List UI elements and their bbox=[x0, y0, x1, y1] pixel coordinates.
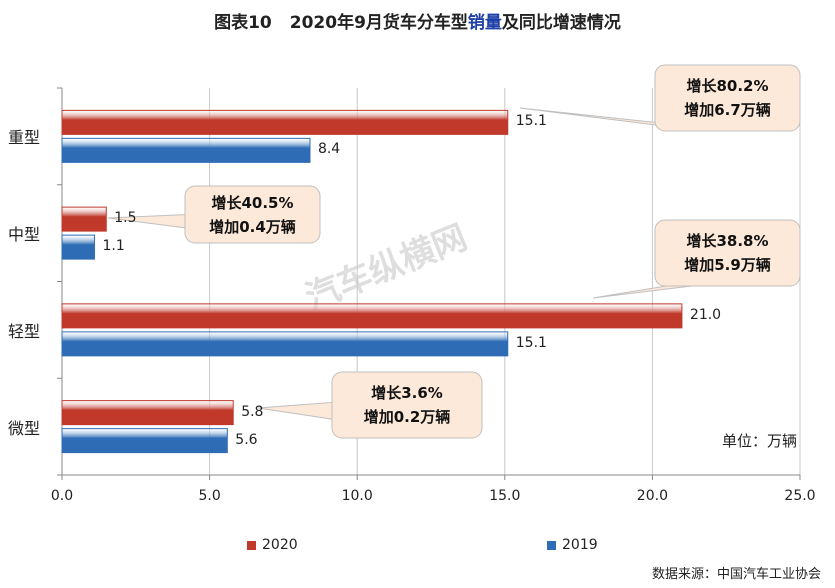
figure-number: 图表10 bbox=[214, 13, 272, 33]
bar-2020 bbox=[61, 109, 509, 135]
bar-2019 bbox=[61, 428, 228, 454]
category-label: 微型 bbox=[8, 418, 41, 438]
legend-item-2020: 2020 bbox=[247, 537, 298, 553]
source-note: 数据来源：中国汽车工业协会 bbox=[651, 567, 821, 582]
value-label-2019: 1.1 bbox=[102, 238, 125, 255]
callout-growth: 增长80.2% bbox=[686, 77, 769, 95]
callout-text: 增长40.5% 增加0.4万辆 bbox=[185, 191, 320, 239]
legend-label-2019: 2019 bbox=[562, 537, 598, 553]
x-tick-label: 10.0 bbox=[341, 488, 373, 504]
callout-increase: 增加6.7万辆 bbox=[684, 101, 771, 119]
callout-box bbox=[331, 371, 483, 439]
bar-2019 bbox=[61, 234, 95, 260]
callout-growth: 增长40.5% bbox=[211, 193, 294, 212]
legend-swatch-2020 bbox=[247, 540, 256, 550]
value-label-2020: 21.0 bbox=[689, 306, 722, 323]
bar-2019 bbox=[61, 137, 311, 163]
category-label: 轻型 bbox=[8, 321, 41, 341]
legend-swatch-2019 bbox=[547, 540, 556, 550]
callout-box bbox=[654, 64, 801, 132]
value-label-2020: 1.5 bbox=[114, 210, 137, 227]
title-part2: 及同比增速情况 bbox=[501, 13, 621, 33]
title-highlight: 销量 bbox=[467, 13, 502, 33]
title-part1: 2020年9月货车分车型 bbox=[289, 13, 468, 33]
callout-increase: 增加0.2万辆 bbox=[363, 408, 451, 426]
value-label-2019: 5.6 bbox=[235, 431, 258, 448]
legend-item-2019: 2019 bbox=[547, 537, 598, 553]
x-tick-label: 25.0 bbox=[784, 488, 816, 504]
callout-text: 增长38.8% 增加5.9万辆 bbox=[655, 229, 800, 277]
value-label-2019: 15.1 bbox=[515, 334, 547, 351]
value-label-2020: 5.8 bbox=[241, 403, 264, 420]
callout-box bbox=[654, 219, 801, 287]
value-label-2019: 8.4 bbox=[317, 141, 341, 158]
bar-2019 bbox=[61, 331, 509, 357]
legend-label-2020: 2020 bbox=[262, 537, 298, 553]
chart-title: 图表10 2020年9月货车分车型销量及同比增速情况 bbox=[0, 8, 835, 33]
callout-growth: 增长3.6% bbox=[371, 384, 443, 402]
callout-pointer bbox=[257, 401, 339, 421]
bar-2020 bbox=[61, 303, 683, 329]
callout-pointer bbox=[592, 284, 701, 299]
category-label: 中型 bbox=[8, 225, 41, 245]
x-tick-label: 15.0 bbox=[489, 488, 521, 504]
category-label: 重型 bbox=[8, 128, 41, 148]
x-tick-label: 20.0 bbox=[636, 488, 668, 504]
callout-box bbox=[184, 185, 321, 244]
x-tick-label: 0.0 bbox=[50, 488, 74, 504]
bar-2020 bbox=[61, 400, 234, 426]
bar-2020 bbox=[61, 206, 107, 232]
callout-text: 增长3.6% 增加0.2万辆 bbox=[332, 381, 482, 429]
callout-text: 增长80.2% 增加6.7万辆 bbox=[655, 74, 800, 122]
callout-increase: 增加5.9万辆 bbox=[684, 256, 771, 274]
callout-increase: 增加0.4万辆 bbox=[209, 217, 296, 236]
unit-note: 单位：万辆 bbox=[722, 432, 798, 450]
x-tick-label: 5.0 bbox=[198, 488, 221, 504]
value-label-2020: 15.1 bbox=[515, 113, 547, 130]
callout-growth: 增长38.8% bbox=[686, 232, 769, 250]
